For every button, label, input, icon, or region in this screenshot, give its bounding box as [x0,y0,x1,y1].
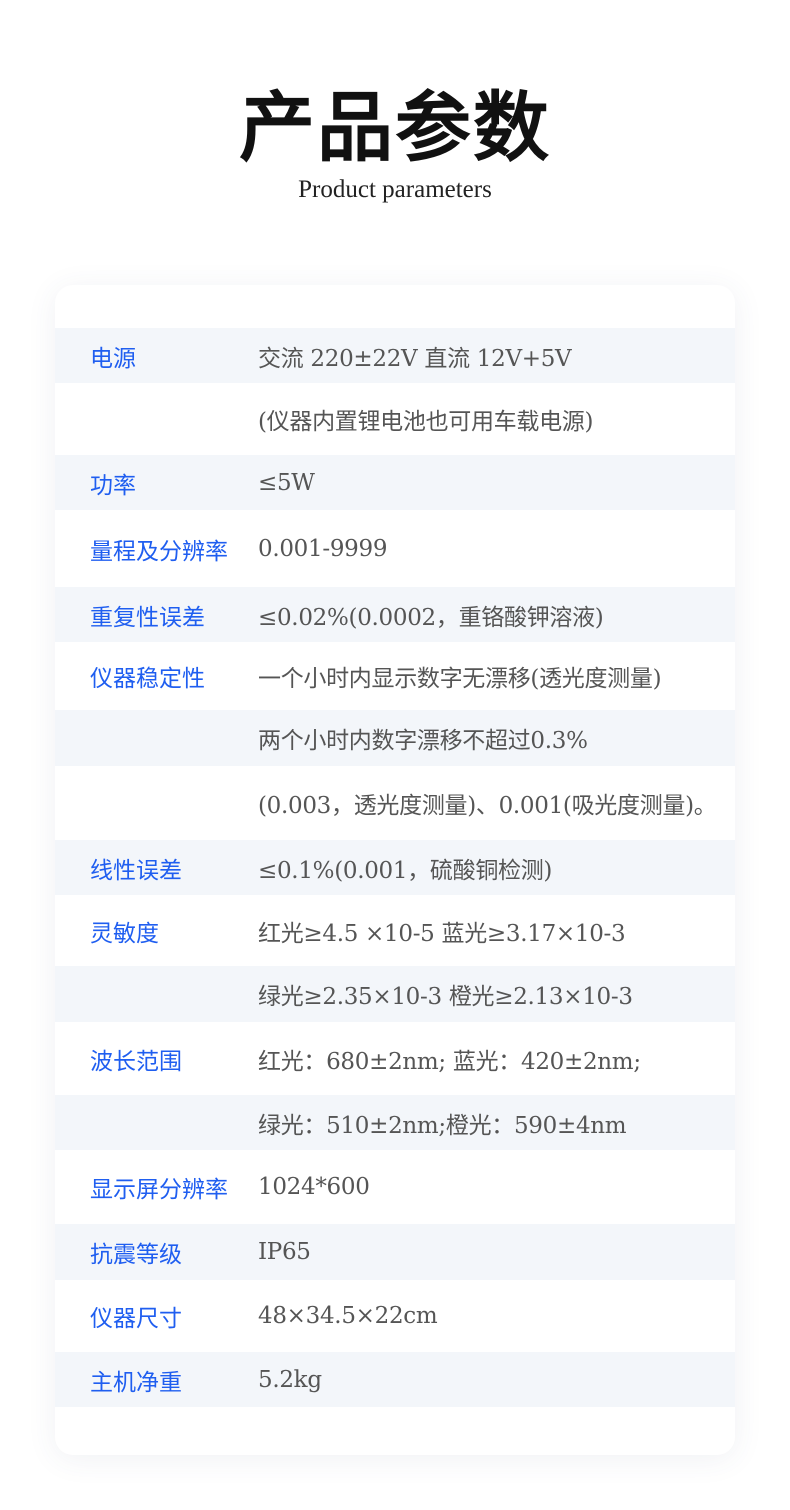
param-value: (0.003，透光度测量)、0.001(吸光度测量)。 [258,793,717,819]
page-subtitle: Product parameters [298,176,492,203]
param-value: IP65 [258,1239,311,1265]
table-row: 电源 交流 220±22V 直流 12V+5V [55,328,735,383]
param-value: ≤0.1%(0.001，硫酸铜检测) [258,857,553,884]
param-value: 红光≥4.5 ×10-5 蓝光≥3.17×10-3 [258,920,626,947]
table-row: 绿光≥2.35×10-3 橙光≥2.13×10-3 [55,966,735,1022]
param-value: 绿光：510±2nm;橙光：590±4nm [258,1112,627,1139]
parameters-table: 电源 交流 220±22V 直流 12V+5V (仪器内置锂电池也可用车载电源) 功率… [55,328,735,1407]
table-row: 灵敏度 红光≥4.5 ×10-5 蓝光≥3.17×10-3 [55,895,735,966]
param-value: 0.001-9999 [258,535,388,562]
param-value: 绿光≥2.35×10-3 橙光≥2.13×10-3 [258,984,633,1010]
param-value: ≤0.02%(0.0002，重铬酸钾溶液) [258,604,604,631]
table-row: 功率 ≤5W [55,455,735,510]
param-label: 仪器尺寸 [90,1306,182,1332]
table-row: 两个小时内数字漂移不超过0.3% [55,710,735,766]
table-row: 波长范围 红光：680±2nm; 蓝光：420±2nm; [55,1022,735,1095]
param-label: 波长范围 [90,1048,182,1075]
parameters-card: 电源 交流 220±22V 直流 12V+5V (仪器内置锂电池也可用车载电源) 功率… [55,285,735,1455]
param-label: 线性误差 [90,857,182,884]
param-value: 48×34.5×22cm [258,1303,438,1329]
param-label: 仪器稳定性 [90,666,205,692]
param-label: 量程及分辨率 [90,538,228,565]
table-row: (仪器内置锂电池也可用车载电源) [55,383,735,455]
param-value: ≤5W [258,469,315,496]
param-value: 1024*600 [258,1174,370,1200]
param-label: 主机净重 [90,1369,182,1396]
param-label: 重复性误差 [90,604,205,631]
param-value: 交流 220±22V 直流 12V+5V [258,345,572,372]
table-row: 重复性误差 ≤0.02%(0.0002，重铬酸钾溶液) [55,587,735,642]
table-row: 仪器稳定性 一个小时内显示数字无漂移(透光度测量) [55,642,735,710]
table-row: 仪器尺寸 48×34.5×22cm [55,1280,735,1352]
param-value: 5.2kg [258,1366,322,1393]
param-label: 电源 [90,345,136,372]
table-row: 抗震等级 IP65 [55,1224,735,1280]
table-row: 主机净重 5.2kg [55,1352,735,1407]
table-row: 线性误差 ≤0.1%(0.001，硫酸铜检测) [55,840,735,895]
param-label: 功率 [90,472,136,499]
param-label: 抗震等级 [90,1242,182,1268]
param-label: 灵敏度 [90,920,159,947]
table-row: (0.003，透光度测量)、0.001(吸光度测量)。 [55,766,735,840]
param-value: (仪器内置锂电池也可用车载电源) [258,409,594,435]
table-row: 量程及分辨率 0.001-9999 [55,510,735,587]
table-row: 显示屏分辨率 1024*600 [55,1150,735,1224]
param-label: 显示屏分辨率 [90,1177,228,1203]
page-title: 产品参数 [239,83,551,172]
param-value: 红光：680±2nm; 蓝光：420±2nm; [258,1048,641,1075]
table-row: 绿光：510±2nm;橙光：590±4nm [55,1095,735,1150]
param-value: 两个小时内数字漂移不超过0.3% [258,728,588,754]
param-value: 一个小时内显示数字无漂移(透光度测量) [258,666,662,692]
